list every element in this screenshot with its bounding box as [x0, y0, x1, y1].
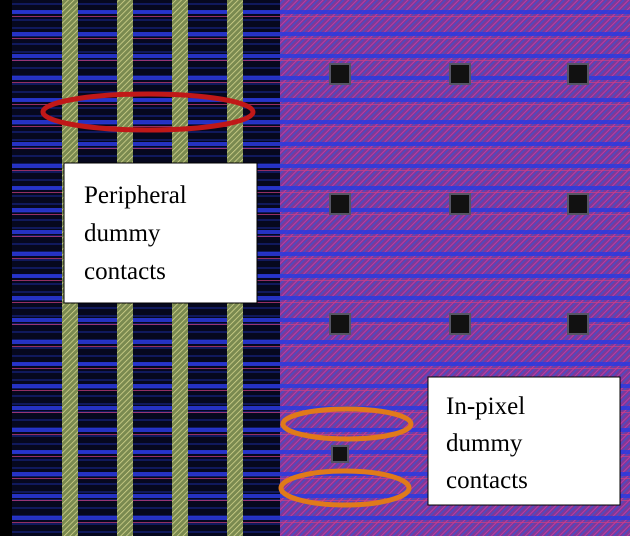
label-line: dummy: [446, 430, 523, 457]
label-line: Peripheral: [84, 182, 187, 209]
label-line: contacts: [446, 467, 528, 494]
label-line: contacts: [84, 258, 166, 285]
layout-view: Peripheral dummy contacts In-pixel dummy…: [0, 0, 630, 536]
label-line: In-pixel: [446, 393, 525, 420]
label-line: dummy: [84, 220, 161, 247]
page: Peripheral dummy contacts In-pixel dummy…: [0, 0, 630, 536]
